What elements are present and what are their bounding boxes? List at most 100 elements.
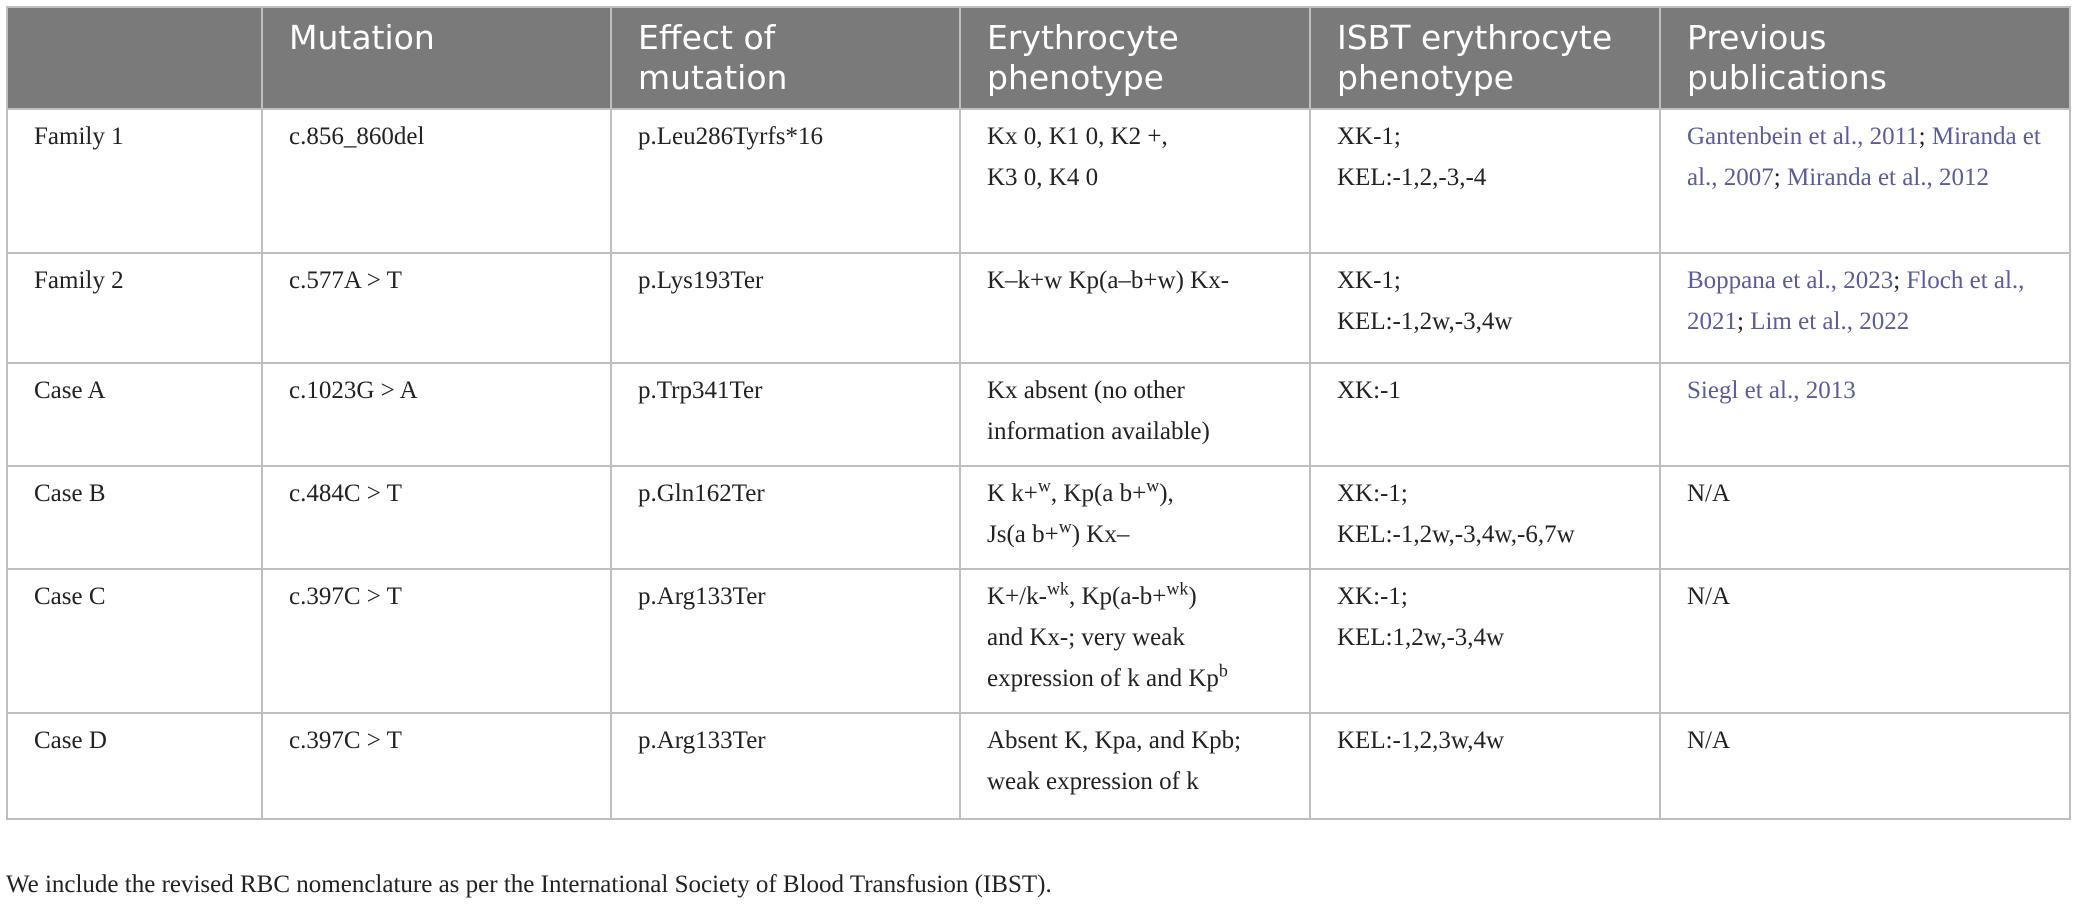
header-erythrocyte-phenotype: Erythrocyte phenotype: [959, 6, 1311, 110]
cell-mutation: c.856_860del: [261, 108, 612, 254]
cell-isbt-phenotype: XK-1; KEL:-1,2w,-3,4w: [1309, 252, 1661, 364]
cell-case: Case D: [6, 712, 263, 820]
erythrocyte-text: ),: [1159, 480, 1174, 507]
cell-erythrocyte-phenotype: Kx 0, K1 0, K2 +, K3 0, K4 0: [959, 108, 1311, 254]
cell-case: Case C: [6, 568, 263, 714]
cell-effect: p.Gln162Ter: [610, 465, 961, 570]
erythrocyte-line: information available): [987, 418, 1210, 445]
cell-isbt-phenotype: XK:-1; KEL:1,2w,-3,4w: [1309, 568, 1661, 714]
erythrocyte-text: expression of k and Kp: [987, 665, 1219, 692]
superscript: wk: [1166, 578, 1189, 599]
header-erythrocyte-line-1: Erythrocyte: [987, 18, 1179, 57]
cell-publications: Siegl et al., 2013: [1659, 362, 2071, 467]
cell-case: Family 2: [6, 252, 263, 364]
erythrocyte-line: Kx absent (no other: [987, 377, 1185, 404]
isbt-line: XK-1;: [1337, 267, 1401, 294]
header-mutation: Mutation: [261, 6, 612, 110]
table-row: Family 2 c.577A > T p.Lys193Ter K–k+w Kp…: [6, 252, 2071, 364]
isbt-line: KEL:-1,2,3w,4w: [1337, 727, 1505, 754]
header-effect: Effect of mutation: [610, 6, 961, 110]
cell-case: Family 1: [6, 108, 263, 254]
erythrocyte-text: , Kp(a b+: [1050, 480, 1147, 507]
erythrocyte-line: Kx 0, K1 0, K2 +,: [987, 123, 1168, 150]
cell-effect: p.Arg133Ter: [610, 568, 961, 714]
table-row: Case B c.484C > T p.Gln162Ter K k+w, Kp(…: [6, 465, 2071, 570]
publication-link-miranda-2007[interactable]: Miranda et al., 2007: [1687, 123, 2041, 191]
table-header-row: Mutation Effect of mutation Erythrocyte …: [6, 6, 2071, 110]
erythrocyte-line: K3 0, K4 0: [987, 164, 1099, 191]
cell-erythrocyte-phenotype: K k+w, Kp(a b+w), Js(a b+w) Kx–: [959, 465, 1311, 570]
isbt-line: XK:-1;: [1337, 480, 1408, 507]
publication-link-boppana-2023[interactable]: Boppana et al., 2023: [1687, 267, 1894, 294]
superscript: w: [1146, 475, 1160, 496]
superscript: w: [1037, 475, 1051, 496]
publication-separator: ;: [1773, 164, 1787, 191]
header-effect-line-1: Effect of: [638, 18, 776, 57]
cell-publications: Boppana et al., 2023; Floch et al., 2021…: [1659, 252, 2071, 364]
publication-link-lim-2022[interactable]: Lim et al., 2022: [1750, 308, 1910, 335]
cell-effect: p.Lys193Ter: [610, 252, 961, 364]
erythrocyte-text: K+/k-: [987, 583, 1047, 610]
erythrocyte-line: weak expression of k: [987, 768, 1199, 795]
mutations-table: Mutation Effect of mutation Erythrocyte …: [6, 6, 2071, 820]
cell-effect: p.Leu286Tyrfs*16: [610, 108, 961, 254]
isbt-line: KEL:-1,2,-3,-4: [1337, 164, 1487, 191]
erythrocyte-line: Js(a b+w) Kx–: [987, 514, 1285, 555]
header-blank: [6, 6, 263, 110]
isbt-line: KEL:-1,2w,-3,4w: [1337, 308, 1513, 335]
erythrocyte-line: K+/k-wk, Kp(a-b+wk): [987, 576, 1285, 617]
cell-publications: N/A: [1659, 712, 2071, 820]
table-container: Mutation Effect of mutation Erythrocyte …: [6, 6, 2071, 820]
table-row: Family 1 c.856_860del p.Leu286Tyrfs*16 K…: [6, 108, 2071, 254]
publication-link-siegl-2013[interactable]: Siegl et al., 2013: [1687, 377, 1856, 404]
header-effect-line-2: mutation: [638, 58, 788, 97]
table-row: Case D c.397C > T p.Arg133Ter Absent K, …: [6, 712, 2071, 820]
cell-effect: p.Arg133Ter: [610, 712, 961, 820]
publication-link-miranda-2012[interactable]: Miranda et al., 2012: [1787, 164, 1990, 191]
header-publications-line-1: Previous: [1687, 18, 1827, 57]
header-isbt-line-1: ISBT erythrocyte: [1337, 18, 1613, 57]
erythrocyte-line: K–k+w Kp(a–b+w) Kx-: [987, 267, 1230, 294]
cell-erythrocyte-phenotype: Kx absent (no other information availabl…: [959, 362, 1311, 467]
erythrocyte-text: , Kp(a-b+: [1068, 583, 1167, 610]
publication-link-gantenbein-2011[interactable]: Gantenbein et al., 2011: [1687, 123, 1919, 150]
header-erythrocyte-line-2: phenotype: [987, 58, 1164, 97]
cell-isbt-phenotype: XK:-1; KEL:-1,2w,-3,4w,-6,7w: [1309, 465, 1661, 570]
cell-publications: Gantenbein et al., 2011; Miranda et al.,…: [1659, 108, 2071, 254]
cell-mutation: c.577A > T: [261, 252, 612, 364]
superscript: w: [1058, 516, 1072, 537]
erythrocyte-text: K k+: [987, 480, 1038, 507]
isbt-line: XK:-1;: [1337, 583, 1408, 610]
erythrocyte-text: ): [1188, 583, 1197, 610]
superscript: wk: [1046, 578, 1069, 599]
cell-erythrocyte-phenotype: K+/k-wk, Kp(a-b+wk) and Kx-; very weak e…: [959, 568, 1311, 714]
isbt-line: KEL:-1,2w,-3,4w,-6,7w: [1337, 521, 1575, 548]
header-isbt-line-2: phenotype: [1337, 58, 1514, 97]
cell-case: Case A: [6, 362, 263, 467]
table-row: Case C c.397C > T p.Arg133Ter K+/k-wk, K…: [6, 568, 2071, 714]
publication-separator: ;: [1918, 123, 1932, 150]
header-isbt-phenotype: ISBT erythrocyte phenotype: [1309, 6, 1661, 110]
cell-isbt-phenotype: XK:-1: [1309, 362, 1661, 467]
cell-mutation: c.1023G > A: [261, 362, 612, 467]
cell-erythrocyte-phenotype: K–k+w Kp(a–b+w) Kx-: [959, 252, 1311, 364]
erythrocyte-text: ) Kx–: [1071, 521, 1130, 548]
cell-isbt-phenotype: XK-1; KEL:-1,2,-3,-4: [1309, 108, 1661, 254]
erythrocyte-line: expression of k and Kpb: [987, 658, 1285, 699]
publication-na: N/A: [1687, 583, 1731, 610]
cell-mutation: c.397C > T: [261, 568, 612, 714]
publication-link-floch-2021[interactable]: Floch et al., 2021: [1687, 267, 2025, 335]
erythrocyte-line: Absent K, Kpa, and Kpb;: [987, 727, 1242, 754]
cell-publications: N/A: [1659, 465, 2071, 570]
header-mutation-line: Mutation: [289, 18, 435, 57]
isbt-line: XK:-1: [1337, 377, 1401, 404]
isbt-line: XK-1;: [1337, 123, 1401, 150]
cell-mutation: c.484C > T: [261, 465, 612, 570]
erythrocyte-text: Js(a b+: [987, 521, 1059, 548]
superscript: b: [1218, 660, 1228, 681]
isbt-line: KEL:1,2w,-3,4w: [1337, 624, 1505, 651]
header-previous-publications: Previous publications: [1659, 6, 2071, 110]
cell-publications: N/A: [1659, 568, 2071, 714]
table-row: Case A c.1023G > A p.Trp341Ter Kx absent…: [6, 362, 2071, 467]
publication-separator: ;: [1893, 267, 1907, 294]
